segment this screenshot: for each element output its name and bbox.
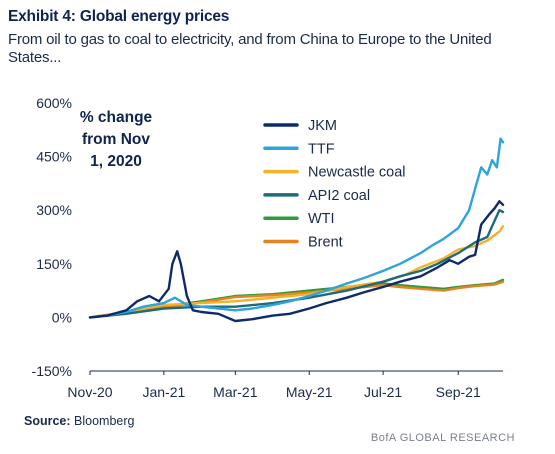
y-tick-label: 450% [36, 149, 72, 165]
series-line-ttf [88, 137, 505, 319]
axis-layer: 600% 450% 300% 150% 0% -150% Nov-20 Jan-21 Mar-2… [32, 95, 503, 400]
x-tick-label: Nov-20 [67, 384, 112, 400]
footer-brand: BofA GLOBAL RESEARCH [370, 432, 515, 444]
source-note: Source: Bloomberg [24, 414, 134, 428]
legend-label: JKM [308, 118, 337, 134]
chart-annotation-line: 1, 2020 [90, 153, 142, 170]
y-tick-label: 300% [36, 202, 72, 218]
y-tick-label: 0% [52, 309, 72, 325]
y-tick-label: 600% [36, 95, 72, 111]
legend-label: TTF [308, 141, 335, 157]
source-text: Bloomberg [74, 414, 135, 428]
chart-annotation-line: % change [80, 109, 153, 126]
series-layer [88, 137, 505, 323]
y-tick-label: 150% [36, 256, 72, 272]
exhibit-subtitle: From oil to gas to coal to electricity, … [8, 31, 492, 66]
legend: JKM TTF Newcastle coal API2 coal WTI Brent [263, 118, 406, 251]
legend-label: Brent [308, 235, 343, 251]
series-line-api2-coal [88, 209, 505, 319]
chart-area: 600% 450% 300% 150% 0% -150% Nov-20 Jan-21 Mar-2… [0, 80, 555, 410]
energy-prices-chart: 600% 450% 300% 150% 0% -150% Nov-20 Jan-21 Mar-2… [32, 95, 505, 400]
x-tick-label: May-21 [286, 384, 333, 400]
exhibit-title: Exhibit 4: Global energy prices [8, 8, 230, 25]
annotation-layer: % change from Nov 1, 2020 [80, 109, 153, 170]
legend-label: WTI [308, 211, 335, 227]
series-line-jkm [88, 200, 505, 323]
y-tick-label: -150% [32, 363, 72, 379]
x-tick-label: Jul-21 [364, 384, 402, 400]
x-tick-label: Mar-21 [213, 384, 258, 400]
x-tick-label: Jan-21 [142, 384, 185, 400]
legend-label: Newcastle coal [308, 165, 406, 181]
chart-annotation-line: from Nov [82, 131, 150, 148]
x-tick-label: Sep-21 [436, 384, 481, 400]
legend-label: API2 coal [308, 188, 370, 204]
source-label: Source: [24, 414, 71, 428]
